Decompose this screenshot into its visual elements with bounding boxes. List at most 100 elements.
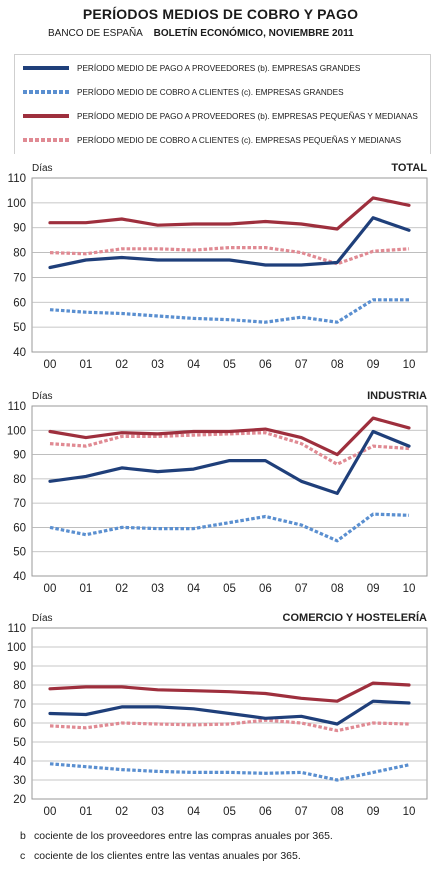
x-tick-label: 03	[151, 806, 164, 818]
x-tick-label: 04	[187, 583, 200, 595]
legend-swatch-sme-payment	[23, 114, 69, 118]
series-line	[48, 429, 411, 496]
x-tick-label: 10	[403, 806, 416, 818]
y-tick-label: 30	[13, 775, 26, 787]
legend-item: PERÍODO MEDIO DE PAGO A PROVEEDORES (b).…	[23, 108, 418, 124]
x-tick-label: 05	[223, 583, 236, 595]
x-tick-label: 04	[187, 806, 200, 818]
y-tick-label: 50	[13, 322, 26, 334]
line-chart-comercio: 20 30 40 50 60 70 80 90 100 110 00 01 02 03 04 05 06 07 08…	[7, 611, 428, 818]
y-tick-label: 70	[13, 272, 26, 284]
legend-item: PERÍODO MEDIO DE COBRO A CLIENTES (c). E…	[23, 132, 401, 148]
x-tick-label: 07	[295, 583, 308, 595]
chart-legend: PERÍODO MEDIO DE PAGO A PROVEEDORES (b).…	[14, 54, 431, 158]
x-tick-label: 09	[367, 806, 380, 818]
x-tick-label: 08	[331, 359, 344, 371]
footnote-text: cociente de los clientes entre las venta…	[34, 850, 301, 862]
legend-swatch-large-payment	[23, 66, 69, 70]
y-tick-label: 100	[7, 642, 26, 654]
y-tick-label: 80	[13, 248, 26, 260]
legend-swatch-sme-collection	[23, 138, 69, 142]
x-tick-label: 02	[115, 806, 128, 818]
y-tick-label: 100	[7, 198, 26, 210]
series-line	[48, 681, 411, 703]
bulletin-label: BOLETÍN ECONÓMICO, NOVIEMBRE 2011	[153, 28, 354, 39]
y-tick-label: 40	[13, 756, 26, 768]
x-tick-label: 09	[367, 359, 380, 371]
y-tick-label: 60	[13, 718, 26, 730]
x-tick-label: 02	[115, 583, 128, 595]
x-tick-label: 05	[223, 806, 236, 818]
x-tick-label: 06	[259, 359, 272, 371]
legend-label: PERÍODO MEDIO DE COBRO A CLIENTES (c). E…	[77, 135, 402, 145]
y-tick-label: 110	[8, 173, 26, 185]
y-tick-label: 60	[13, 522, 26, 534]
y-tick-label: 70	[13, 498, 26, 510]
legend-label: PERÍODO MEDIO DE PAGO A PROVEEDORES (b).…	[77, 63, 361, 73]
footnote-key: c	[20, 850, 26, 862]
y-tick-label: 50	[13, 737, 26, 749]
footnote-text: cociente de los proveedores entre las co…	[34, 830, 333, 842]
plot-area	[31, 405, 428, 577]
y-tick-label: 40	[13, 571, 26, 583]
chart-panel-comercio: 20 30 40 50 60 70 80 90 100 110 00 01 02 03 04 05 06 07 08…	[0, 604, 441, 826]
y-axis-label: Días	[32, 613, 53, 624]
x-tick-label: 07	[295, 359, 308, 371]
x-tick-label: 01	[79, 359, 92, 371]
x-tick-label: 06	[259, 583, 272, 595]
series-line	[48, 196, 411, 231]
chart-panel-total: 40 50 60 70 80 90 100 110 00 01 02 03 04 05 06 07 08 09 10…	[0, 154, 441, 376]
series-line	[48, 699, 411, 726]
y-tick-label: 110	[8, 401, 26, 413]
legend-label: PERÍODO MEDIO DE PAGO A PROVEEDORES (b).…	[77, 111, 418, 121]
chart-title: COMERCIO Y HOSTELERÍA	[283, 611, 428, 624]
y-tick-label: 90	[13, 223, 26, 235]
y-tick-label: 70	[13, 699, 26, 711]
y-tick-label: 80	[13, 474, 26, 486]
series-line	[49, 431, 410, 466]
x-tick-label: 04	[187, 359, 200, 371]
x-tick-label: 00	[44, 583, 57, 595]
series-line	[48, 416, 411, 457]
footnotes: b cociente de los proveedores entre las …	[20, 826, 430, 866]
line-chart-total: 40 50 60 70 80 90 100 110 00 01 02 03 04 05 06 07 08 09 10…	[7, 162, 428, 371]
x-tick-label: 00	[44, 359, 57, 371]
y-axis-label: Días	[32, 163, 53, 174]
x-tick-label: 10	[403, 359, 416, 371]
x-tick-label: 07	[295, 806, 308, 818]
y-tick-label: 90	[13, 661, 26, 673]
y-tick-label: 80	[13, 680, 26, 692]
page-title: PERÍODOS MEDIOS DE COBRO Y PAGO	[82, 6, 359, 22]
line-chart-industria: 40 50 60 70 80 90 100 110 00 01 02 03 04 05 06 07 08 09 10…	[7, 390, 428, 595]
x-tick-label: 08	[331, 583, 344, 595]
x-tick-label: 10	[403, 583, 416, 595]
legend-item: PERÍODO MEDIO DE COBRO A CLIENTES (c). E…	[23, 84, 344, 100]
x-tick-label: 01	[79, 583, 92, 595]
x-tick-label: 05	[223, 359, 236, 371]
y-tick-label: 60	[13, 297, 26, 309]
y-tick-label: 100	[7, 425, 26, 437]
x-tick-label: 03	[151, 359, 164, 371]
chart-title: INDUSTRIA	[367, 390, 427, 402]
x-tick-label: 06	[259, 806, 272, 818]
series-line	[49, 512, 410, 543]
subtitle: BANCO DE ESPAÑA BOLETÍN ECONÓMICO, NOVIE…	[48, 28, 354, 39]
footnote-key: b	[20, 830, 26, 842]
x-tick-label: 03	[151, 583, 164, 595]
x-tick-label: 02	[115, 359, 128, 371]
x-tick-label: 01	[79, 806, 92, 818]
footnote-c: c cociente de los clientes entre las ven…	[20, 846, 430, 866]
x-tick-label: 08	[331, 806, 344, 818]
y-tick-label: 40	[13, 347, 26, 359]
legend-swatch-large-collection	[23, 90, 69, 94]
chart-title: TOTAL	[391, 162, 427, 174]
series-line	[48, 216, 411, 270]
y-tick-label: 110	[8, 623, 26, 635]
footnote-b: b cociente de los proveedores entre las …	[20, 826, 430, 846]
x-tick-label: 00	[44, 806, 57, 818]
legend-label: PERÍODO MEDIO DE COBRO A CLIENTES (c). E…	[77, 87, 344, 97]
y-tick-label: 90	[13, 450, 26, 462]
source-label: BANCO DE ESPAÑA	[48, 28, 143, 39]
y-tick-label: 50	[13, 547, 26, 559]
y-axis-label: Días	[32, 391, 53, 402]
